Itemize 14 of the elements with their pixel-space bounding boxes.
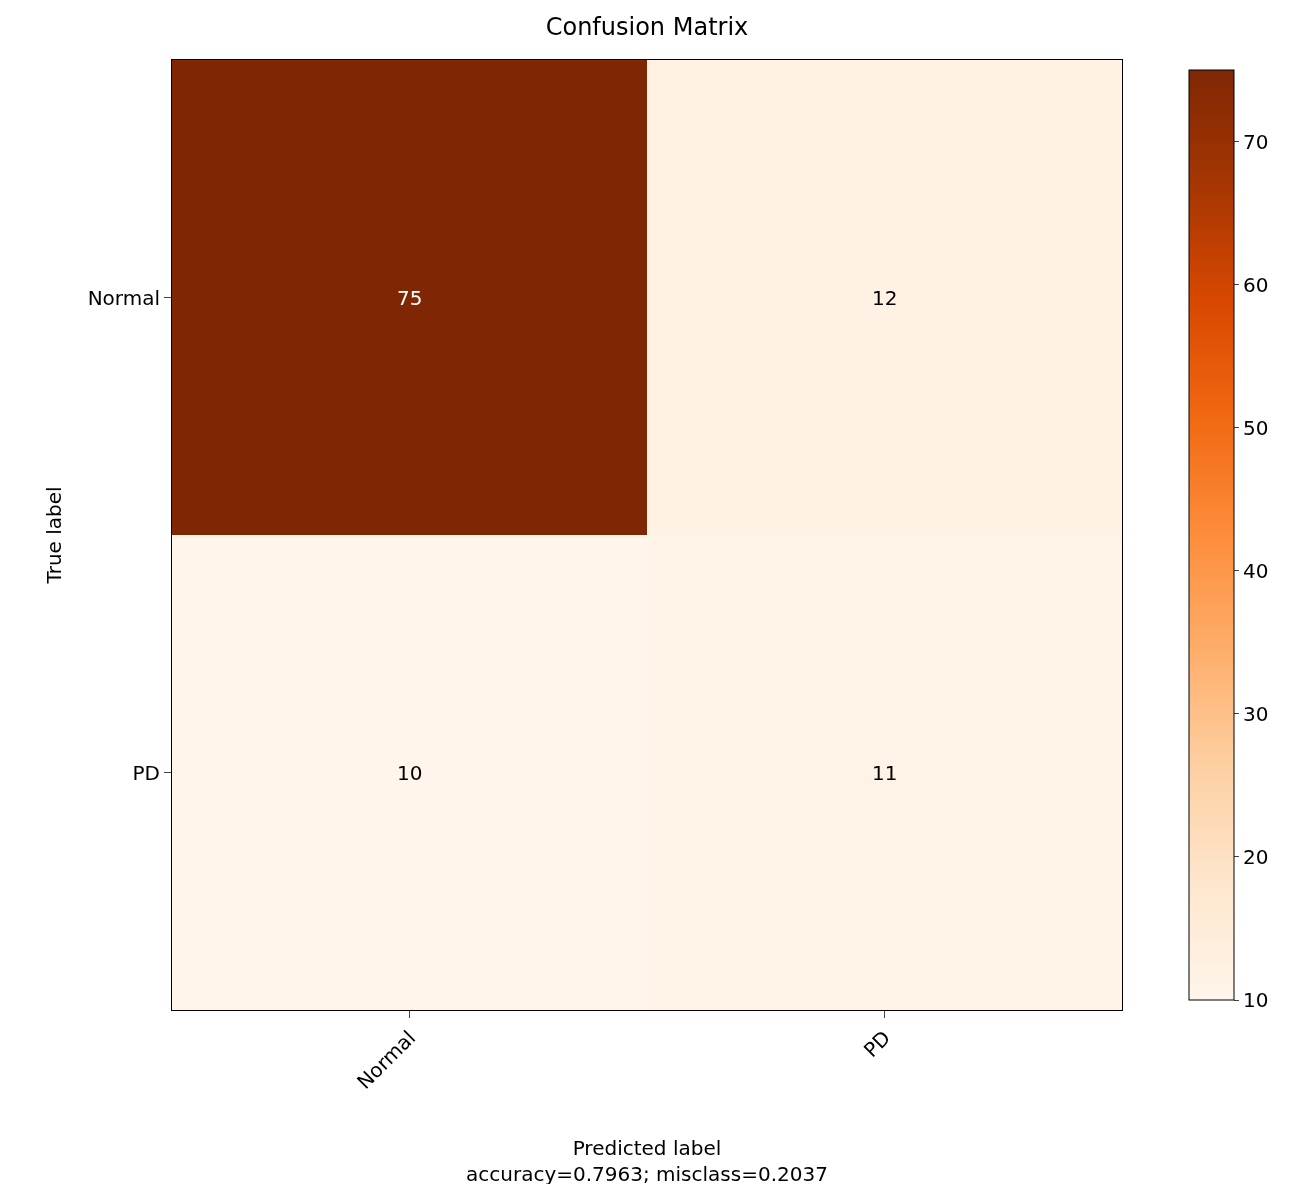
- data-label: 12: [872, 286, 898, 310]
- chart-title: Confusion Matrix: [545, 12, 749, 41]
- data-label: 10: [397, 761, 423, 785]
- data-label: 75: [397, 286, 423, 310]
- color-bar-label: 50: [1243, 415, 1269, 440]
- y-axis-title: True label: [42, 486, 67, 585]
- color-bar-label: 70: [1243, 129, 1269, 154]
- color-bar-label: 20: [1243, 844, 1269, 869]
- data-label: 11: [872, 761, 898, 785]
- color-bar-label: 10: [1243, 988, 1269, 1012]
- color-bar-label: 40: [1243, 558, 1269, 583]
- color-bar-label: 30: [1243, 701, 1269, 726]
- color-bar-label: 60: [1243, 272, 1269, 297]
- x-axis-title: Predicted label: [572, 1136, 722, 1160]
